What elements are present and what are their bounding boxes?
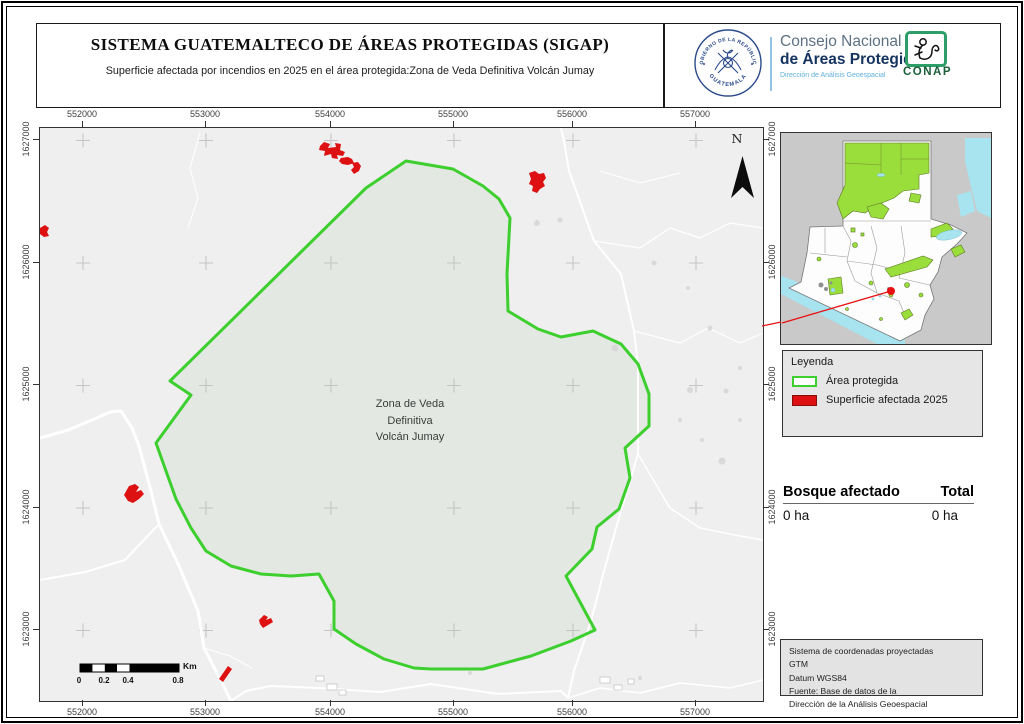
axis-tick — [82, 121, 83, 127]
axis-label-bottom: 554000 — [314, 707, 346, 717]
protected-area-label: Zona de Veda Definitiva Volcán Jumay — [375, 398, 445, 443]
axis-tick — [453, 121, 454, 127]
legend-item-protected-area: Área protegida — [792, 375, 982, 387]
protected-area-outline — [154, 159, 651, 671]
axis-label-bottom: 552000 — [66, 707, 98, 717]
org-name-line2: de Áreas Protegidas — [780, 50, 930, 68]
org-name-line1: Consejo Nacional — [780, 33, 902, 50]
coordinate-system-info-box: Sistema de coordenadas proyectadas GTM D… — [780, 639, 983, 709]
axis-label-bottom: 555000 — [437, 707, 469, 717]
axis-tick — [572, 121, 573, 127]
legend-title: Leyenda — [791, 356, 834, 368]
inset-guatemala-map — [780, 132, 992, 345]
axis-tick — [330, 121, 331, 127]
terrain-speckles — [468, 217, 742, 680]
axis-label-left: 1627000 — [21, 121, 31, 157]
protected-area-fill — [156, 161, 649, 669]
main-map-canvas — [38, 127, 764, 703]
axis-tick — [33, 262, 39, 263]
info-line: Fuente: Base de datos de la — [789, 685, 897, 696]
conap-logo-icon — [905, 31, 947, 67]
axis-tick — [763, 507, 769, 508]
axis-label-left: 1623000 — [21, 611, 31, 647]
north-arrow-icon — [731, 156, 754, 198]
logo-divider — [770, 37, 772, 91]
stats-value-left: 0 ha — [783, 508, 810, 523]
axis-label-left: 1626000 — [21, 244, 31, 280]
axis-tick — [695, 121, 696, 127]
axis-tick — [33, 629, 39, 630]
axis-tick — [453, 700, 454, 706]
affected-area-swatch — [792, 394, 817, 406]
locator-connector-line — [761, 321, 782, 327]
buildings-layer — [315, 675, 635, 696]
stats-header-right: Total — [940, 484, 974, 500]
caribbean-sea — [965, 138, 991, 218]
conap-wordmark: CONAP — [903, 66, 953, 78]
axis-tick — [33, 384, 39, 385]
inset-lakes — [830, 173, 962, 301]
page-title: SISTEMA GUATEMALTECO DE ÁREAS PROTEGIDAS… — [90, 35, 610, 54]
page-subtitle: Superficie afectada por incendios en 202… — [105, 65, 595, 77]
axis-label-bottom: 553000 — [189, 707, 221, 717]
axis-tick — [763, 139, 769, 140]
axis-tick — [82, 700, 83, 706]
fire-patches-layer — [40, 142, 546, 682]
axis-tick — [572, 700, 573, 706]
header-title-box: SISTEMA GUATEMALTECO DE ÁREAS PROTEGIDAS… — [36, 23, 664, 108]
info-line: Sistema de coordenadas proyectadas — [789, 646, 934, 656]
axis-tick — [33, 507, 39, 508]
info-line: GTM — [789, 659, 809, 670]
axis-tick — [205, 700, 206, 706]
org-name-block: Consejo Nacional de Áreas Protegidas Dir… — [780, 33, 930, 80]
legend-item-label: Superficie afectada 2025 — [826, 394, 948, 406]
stats-header-left: Bosque afectado — [783, 484, 900, 500]
scale-bar — [79, 663, 180, 673]
scalebar-tick-label: 0 — [76, 676, 82, 685]
axis-tick — [763, 384, 769, 385]
axis-label-top: 556000 — [556, 109, 588, 119]
info-line: Datum WGS84 — [789, 672, 847, 683]
axis-label-bottom: 556000 — [556, 707, 588, 717]
axis-label-bottom: 557000 — [679, 707, 711, 717]
peten-concession-lines — [844, 143, 929, 175]
main-map-frame — [38, 127, 764, 703]
axis-tick — [33, 139, 39, 140]
affected-forest-stats: Bosque afectado Total 0 ha 0 ha — [783, 484, 974, 523]
axis-tick — [763, 629, 769, 630]
north-label: N — [731, 131, 743, 146]
axis-tick — [763, 262, 769, 263]
locator-line — [781, 290, 892, 324]
info-line: Dirección de la Análisis Geoespacial — [789, 699, 928, 710]
locator-dot — [887, 287, 895, 295]
axis-label-top: 557000 — [679, 109, 711, 119]
axis-label-left: 1625000 — [21, 366, 31, 402]
stats-value-right: 0 ha — [931, 508, 958, 523]
scalebar-tick-label: 0.4 — [122, 676, 134, 685]
axis-label-left: 1624000 — [21, 489, 31, 525]
axis-label-top: 555000 — [437, 109, 469, 119]
axis-label-top: 552000 — [66, 109, 98, 119]
axis-label-top: 553000 — [189, 109, 221, 119]
legend-item-label: Área protegida — [826, 375, 899, 387]
amatique-bay — [957, 191, 975, 217]
org-dept-line: Dirección de Análisis Geoespacial — [780, 71, 886, 79]
grid-cross-marks — [76, 133, 703, 638]
axis-label-top: 554000 — [314, 109, 346, 119]
scalebar-tick-label: 0.2 — [98, 676, 110, 685]
axis-tick — [695, 700, 696, 706]
conap-monkey-art — [914, 38, 940, 60]
axis-tick — [205, 121, 206, 127]
government-seal-icon: GOBIERNO DE LA REPÚBLICA GUATEMALA — [693, 28, 762, 97]
protected-area-swatch — [792, 375, 817, 387]
legend-box: Leyenda Área protegida Superficie afecta… — [782, 350, 983, 437]
axis-tick — [330, 700, 331, 706]
inset-protected-areas — [816, 142, 966, 321]
scalebar-tick-label: 0.8 — [172, 676, 184, 685]
seal-crest-art — [714, 49, 742, 74]
scalebar-unit-label: Km — [183, 661, 197, 671]
legend-item-affected-area: Superficie afectada 2025 — [792, 394, 982, 406]
